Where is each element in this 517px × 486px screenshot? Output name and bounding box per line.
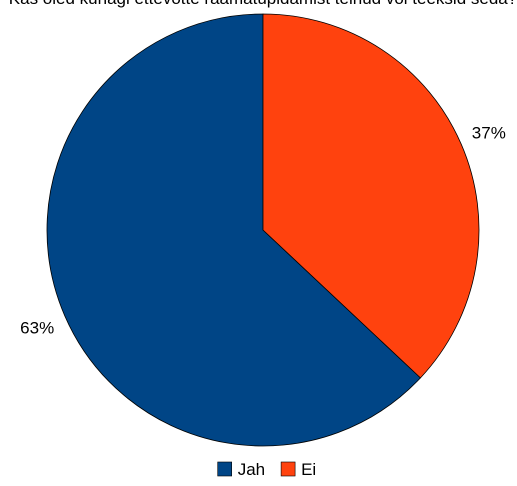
legend-swatch-jah bbox=[217, 461, 232, 477]
slice-label-ei: 37% bbox=[472, 123, 506, 142]
legend: Jah Ei bbox=[217, 460, 316, 479]
pie-slice-ei bbox=[262, 13, 480, 379]
pie-slices bbox=[46, 13, 480, 447]
slice-labels: 63% 37% bbox=[20, 123, 506, 337]
chart-title: Kas oled kunagi ettevõtte raamatupidamis… bbox=[9, 0, 517, 8]
legend-swatch-ei bbox=[280, 461, 296, 477]
pie-slice-jah bbox=[46, 13, 422, 447]
slice-label-jah: 63% bbox=[20, 319, 54, 338]
legend-label-ei: Ei bbox=[301, 460, 316, 479]
legend-label-jah: Jah bbox=[238, 460, 265, 479]
